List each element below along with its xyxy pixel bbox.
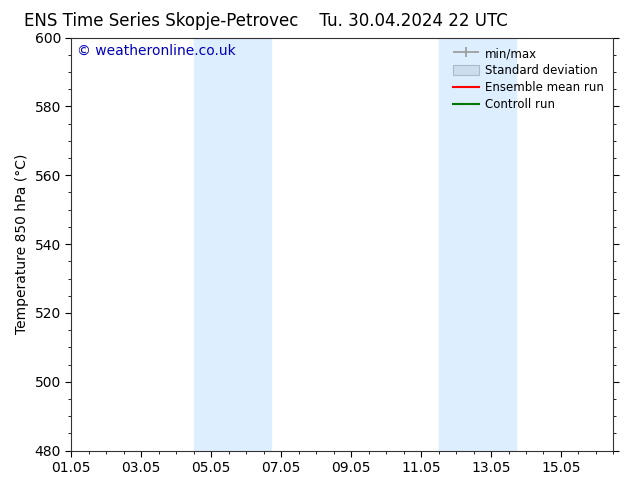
- Y-axis label: Temperature 850 hPa (°C): Temperature 850 hPa (°C): [15, 154, 29, 334]
- Legend: min/max, Standard deviation, Ensemble mean run, Controll run: min/max, Standard deviation, Ensemble me…: [450, 44, 607, 115]
- Text: © weatheronline.co.uk: © weatheronline.co.uk: [77, 44, 235, 58]
- Bar: [439, 38, 515, 451]
- Bar: [194, 38, 271, 451]
- Text: ENS Time Series Skopje-Petrovec    Tu. 30.04.2024 22 UTC: ENS Time Series Skopje-Petrovec Tu. 30.0…: [24, 12, 508, 30]
